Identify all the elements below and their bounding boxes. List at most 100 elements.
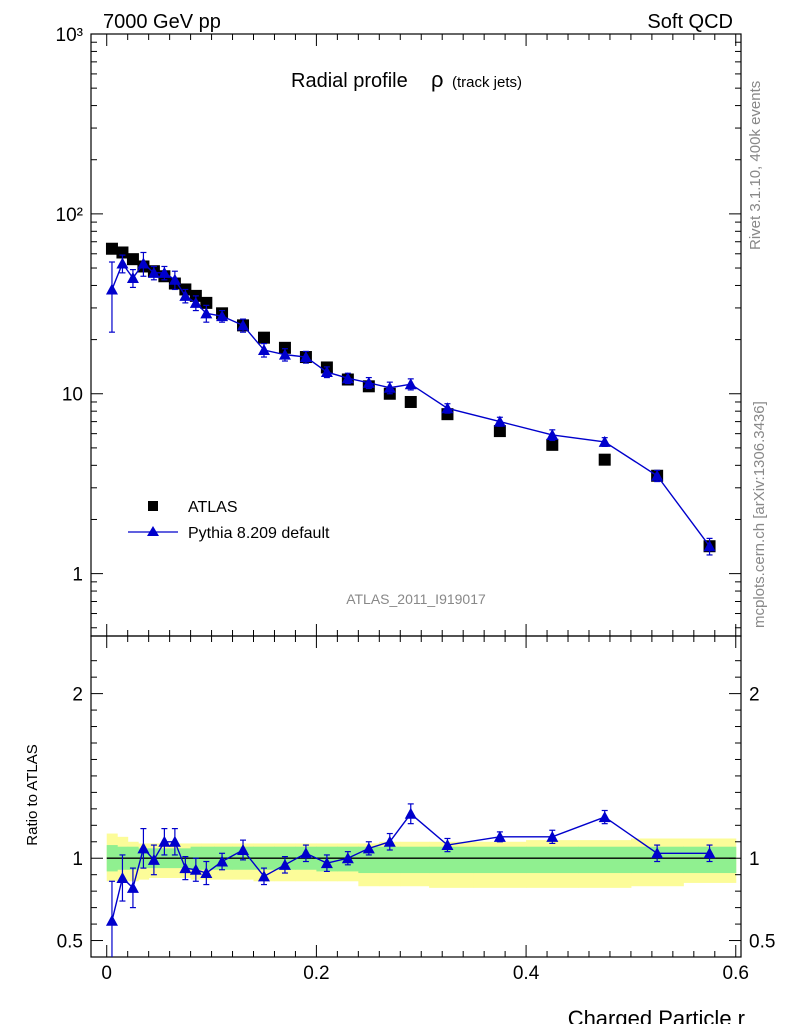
uncertainty-band-inner bbox=[526, 846, 579, 874]
main-frame bbox=[90, 33, 742, 637]
legend-pythia-marker bbox=[147, 526, 159, 536]
y-tick-label: 10 bbox=[62, 385, 83, 406]
ratio-y-axis-label: Ratio to ATLAS bbox=[24, 744, 41, 845]
pythia-point bbox=[158, 266, 171, 278]
uncertainty-band-inner bbox=[473, 846, 527, 874]
ratio-y-tick-label-right: 1 bbox=[749, 849, 760, 870]
ratio-point bbox=[147, 853, 160, 865]
ratio-point bbox=[299, 847, 312, 859]
ratio-point bbox=[200, 867, 213, 879]
pythia-point bbox=[116, 257, 129, 269]
atlas-point bbox=[546, 438, 559, 451]
uncertainty-band-inner bbox=[400, 846, 430, 874]
ratio-y-tick-label-left: 2 bbox=[72, 685, 83, 706]
atlas-point bbox=[598, 453, 611, 466]
atlas-point bbox=[126, 253, 139, 266]
pythia-point bbox=[383, 381, 396, 393]
ratio-point bbox=[137, 842, 150, 854]
pythia-point bbox=[168, 273, 181, 285]
ratio-point bbox=[651, 847, 664, 859]
x-tick-label: 0 bbox=[101, 963, 112, 984]
ratio-frame bbox=[90, 635, 742, 958]
ratio-point bbox=[493, 830, 506, 842]
ratio-point bbox=[362, 842, 375, 854]
legend-atlas-marker bbox=[148, 501, 158, 511]
main-title: Radial profile ρ (track jets) bbox=[291, 67, 522, 92]
legend-atlas-label: ATLAS bbox=[188, 499, 238, 516]
pythia-point bbox=[179, 289, 192, 301]
uncertainty-band-inner bbox=[379, 846, 401, 874]
ratio-point bbox=[320, 857, 333, 869]
ratio-point bbox=[116, 871, 129, 883]
pythia-point bbox=[105, 283, 118, 295]
pythia-point bbox=[216, 310, 229, 322]
ratio-point bbox=[546, 830, 559, 842]
energy-label: 7000 GeV pp bbox=[103, 11, 221, 33]
atlas-point bbox=[278, 341, 291, 354]
ratio-point bbox=[158, 835, 171, 847]
atlas-point bbox=[116, 246, 129, 259]
legend: ATLAS Pythia 8.209 default bbox=[128, 499, 330, 542]
pythia-point bbox=[278, 348, 291, 360]
pythia-point bbox=[703, 540, 716, 552]
pythia-point bbox=[493, 415, 506, 427]
pythia-point bbox=[320, 366, 333, 378]
ratio-y-tick-label-left: 0.5 bbox=[57, 932, 83, 953]
mcplots-label: mcplots.cern.ch [arXiv:1306.3436] bbox=[751, 401, 768, 628]
uncertainty-band-inner bbox=[578, 846, 632, 874]
atlas-point bbox=[493, 425, 506, 438]
ratio-point bbox=[441, 839, 454, 851]
ratio-point bbox=[341, 852, 354, 864]
ratio-y-tick-label-right: 0.5 bbox=[749, 932, 775, 953]
pythia-point bbox=[598, 435, 611, 447]
y-tick-label: 10² bbox=[56, 205, 83, 226]
x-axis-label: Charged Particle r bbox=[568, 1006, 745, 1024]
pythia-point bbox=[189, 296, 202, 308]
ratio-point bbox=[278, 858, 291, 870]
x-tick-label: 0.6 bbox=[723, 963, 749, 984]
ratio-point bbox=[703, 847, 716, 859]
atlas-point bbox=[404, 395, 417, 408]
analysis-id: ATLAS_2011_I919017 bbox=[346, 591, 486, 607]
title-suffix: (track jets) bbox=[452, 74, 522, 91]
y-tick-label: 10³ bbox=[56, 25, 83, 46]
ratio-y-tick-label-left: 1 bbox=[72, 849, 83, 870]
atlas-point bbox=[257, 331, 270, 344]
pythia-point bbox=[257, 344, 270, 356]
title-text: Radial profile bbox=[291, 70, 408, 92]
x-tick-label: 0.2 bbox=[303, 963, 329, 984]
pythia-point bbox=[137, 257, 150, 269]
x-tick-label: 0.4 bbox=[513, 963, 540, 984]
ratio-line bbox=[111, 812, 710, 921]
ratio-point bbox=[237, 844, 250, 855]
legend-pythia-label: Pythia 8.209 default bbox=[188, 525, 330, 542]
pythia-point bbox=[299, 351, 312, 363]
pythia-point bbox=[200, 307, 213, 319]
ratio-point bbox=[404, 807, 417, 819]
pythia-point bbox=[341, 372, 354, 384]
pythia-point bbox=[441, 402, 454, 414]
pythia-point bbox=[126, 272, 139, 284]
ratio-point bbox=[126, 881, 139, 893]
title-symbol: ρ bbox=[431, 67, 444, 92]
ratio-point bbox=[179, 862, 192, 874]
pythia-point bbox=[546, 428, 559, 440]
pythia-point bbox=[237, 319, 250, 331]
ratio-point bbox=[216, 855, 229, 867]
ratio-point bbox=[598, 811, 611, 823]
ratio-point bbox=[105, 914, 118, 926]
ratio-point bbox=[383, 835, 396, 847]
y-tick-label: 1 bbox=[72, 565, 83, 586]
atlas-point bbox=[105, 242, 118, 255]
pythia-point bbox=[147, 266, 160, 278]
ratio-point bbox=[189, 863, 202, 875]
ratio-point bbox=[257, 870, 270, 882]
main-plot-area: 1 10 10² 10³ bbox=[56, 25, 742, 637]
ratio-y-tick-label-right: 2 bbox=[749, 685, 760, 706]
pythia-point bbox=[651, 469, 664, 481]
uncertainty-band-inner bbox=[429, 846, 475, 874]
pythia-point bbox=[362, 376, 375, 388]
rivet-label: Rivet 3.1.10, 400k events bbox=[747, 81, 764, 250]
category-label: Soft QCD bbox=[647, 11, 733, 33]
